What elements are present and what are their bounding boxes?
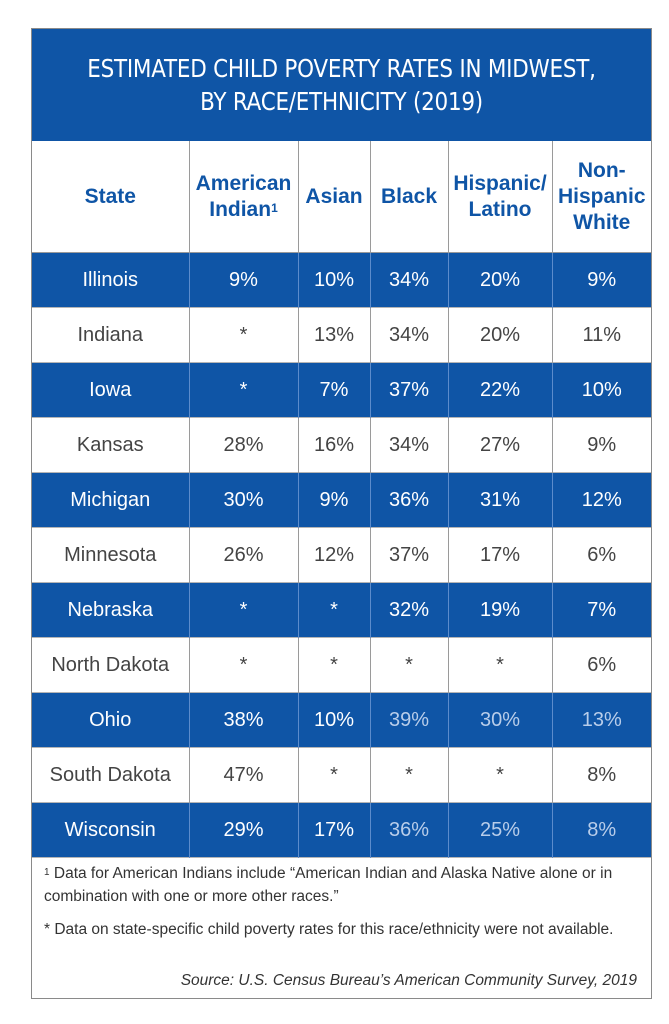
- table-row: South Dakota 47% * * * 8%: [32, 747, 651, 803]
- table-row: Ohio 38% 10% 39% 30% 13%: [32, 692, 651, 748]
- rate-cell: 26%: [189, 527, 299, 583]
- rate-cell: 16%: [298, 417, 371, 473]
- rate-cell: 30%: [189, 472, 299, 528]
- rate-cell: *: [298, 747, 371, 803]
- column-header-state: State: [32, 141, 190, 253]
- state-cell: Michigan: [32, 472, 190, 528]
- column-header-black: Black: [370, 141, 449, 253]
- footnotes: 1 Data for American Indians include “Ame…: [32, 852, 651, 951]
- rate-cell: *: [370, 747, 449, 803]
- footnote-marker: 1: [271, 200, 278, 215]
- rate-cell: 37%: [370, 527, 449, 583]
- rate-cell: 9%: [298, 472, 371, 528]
- title-line-1: ESTIMATED CHILD POVERTY RATES IN MIDWEST…: [87, 54, 596, 83]
- rate-cell: 8%: [552, 802, 651, 858]
- rate-cell: 13%: [552, 692, 651, 748]
- rate-cell: 10%: [552, 362, 651, 418]
- rate-cell: 34%: [370, 307, 449, 363]
- title-line-2: BY RACE/ETHNICITY (2019): [200, 87, 483, 116]
- column-header-hispanic-latino: Hispanic/ Latino: [448, 141, 553, 253]
- state-cell: Ohio: [32, 692, 190, 748]
- rate-cell: *: [448, 747, 553, 803]
- table-row: Michigan 30% 9% 36% 31% 12%: [32, 472, 651, 528]
- rate-cell: 12%: [552, 472, 651, 528]
- rate-cell: 20%: [448, 252, 553, 308]
- table-row: Kansas 28% 16% 34% 27% 9%: [32, 417, 651, 473]
- rate-cell: 37%: [370, 362, 449, 418]
- table-row: Nebraska * * 32% 19% 7%: [32, 582, 651, 638]
- rate-cell: 31%: [448, 472, 553, 528]
- state-cell: Kansas: [32, 417, 190, 473]
- rate-cell: 7%: [552, 582, 651, 638]
- rate-cell: 9%: [189, 252, 299, 308]
- rate-cell: *: [189, 637, 299, 693]
- rate-cell: *: [448, 637, 553, 693]
- rate-cell: *: [298, 637, 371, 693]
- state-cell: Indiana: [32, 307, 190, 363]
- table-row: Minnesota 26% 12% 37% 17% 6%: [32, 527, 651, 583]
- source-citation: Source: U.S. Census Bureau’s American Co…: [180, 972, 637, 989]
- rate-cell: 27%: [448, 417, 553, 473]
- rate-cell: 11%: [582, 323, 622, 346]
- column-header-asian: Asian: [298, 141, 371, 253]
- state-cell: North Dakota: [32, 637, 190, 693]
- state-cell: Minnesota: [32, 527, 190, 583]
- table-header-row: State American Indian1 Asian Black Hispa…: [32, 141, 651, 253]
- rate-cell: *: [370, 637, 449, 693]
- table-row: North Dakota * * * * 6%: [32, 637, 651, 693]
- rate-cell: 17%: [448, 527, 553, 583]
- rate-cell: 34%: [370, 252, 449, 308]
- column-header-american-indian: American Indian1: [189, 141, 299, 253]
- poverty-rates-table: State American Indian1 Asian Black Hispa…: [32, 141, 651, 858]
- column-header-non-hispanic-white: Non- Hispanic White: [552, 141, 651, 253]
- rate-cell: 29%: [189, 802, 299, 858]
- table-row: Iowa * 7% 37% 22% 10%: [32, 362, 651, 418]
- rate-cell: 10%: [298, 692, 371, 748]
- rate-cell: 9%: [587, 433, 617, 456]
- rate-cell: 20%: [448, 307, 553, 363]
- rate-cell: 7%: [298, 362, 371, 418]
- rate-cell: 47%: [189, 747, 299, 803]
- rate-cell: *: [298, 582, 371, 638]
- rate-cell: 34%: [370, 417, 449, 473]
- rate-cell: 13%: [298, 307, 371, 363]
- rate-cell: 9%: [552, 252, 651, 308]
- footnote-american-indian: 1 Data for American Indians include “Ame…: [44, 865, 613, 905]
- table-row: Indiana * 13% 34% 20% 11%: [32, 307, 651, 363]
- rate-cell: 6%: [587, 543, 617, 566]
- rate-cell: 39%: [370, 692, 449, 748]
- state-cell: Iowa: [32, 362, 190, 418]
- rate-cell: 8%: [587, 763, 617, 786]
- rate-cell: 36%: [370, 802, 449, 858]
- rate-cell: 32%: [370, 582, 449, 638]
- rate-cell: 6%: [587, 653, 617, 676]
- rate-cell: 30%: [448, 692, 553, 748]
- table-row: Illinois 9% 10% 34% 20% 9%: [32, 252, 651, 308]
- rate-cell: 17%: [298, 802, 371, 858]
- title-banner: ESTIMATED CHILD POVERTY RATES IN MIDWEST…: [32, 29, 651, 141]
- state-cell: Nebraska: [32, 582, 190, 638]
- rate-cell: 12%: [298, 527, 371, 583]
- rate-cell: 10%: [298, 252, 371, 308]
- rate-cell: 28%: [189, 417, 299, 473]
- state-cell: Wisconsin: [32, 802, 190, 858]
- state-cell: South Dakota: [32, 747, 190, 803]
- state-cell: Illinois: [32, 252, 190, 308]
- rate-cell: *: [189, 307, 299, 363]
- rate-cell: 19%: [448, 582, 553, 638]
- rate-cell: 25%: [448, 802, 553, 858]
- rate-cell: 38%: [189, 692, 299, 748]
- table-row: Wisconsin 29% 17% 36% 25% 8%: [32, 802, 651, 858]
- poverty-table-card: ESTIMATED CHILD POVERTY RATES IN MIDWEST…: [31, 28, 652, 999]
- footnote-unavailable: * Data on state-specific child poverty r…: [44, 921, 614, 938]
- rate-cell: 36%: [370, 472, 449, 528]
- rate-cell: *: [189, 362, 299, 418]
- rate-cell: *: [189, 582, 299, 638]
- rate-cell: 22%: [448, 362, 553, 418]
